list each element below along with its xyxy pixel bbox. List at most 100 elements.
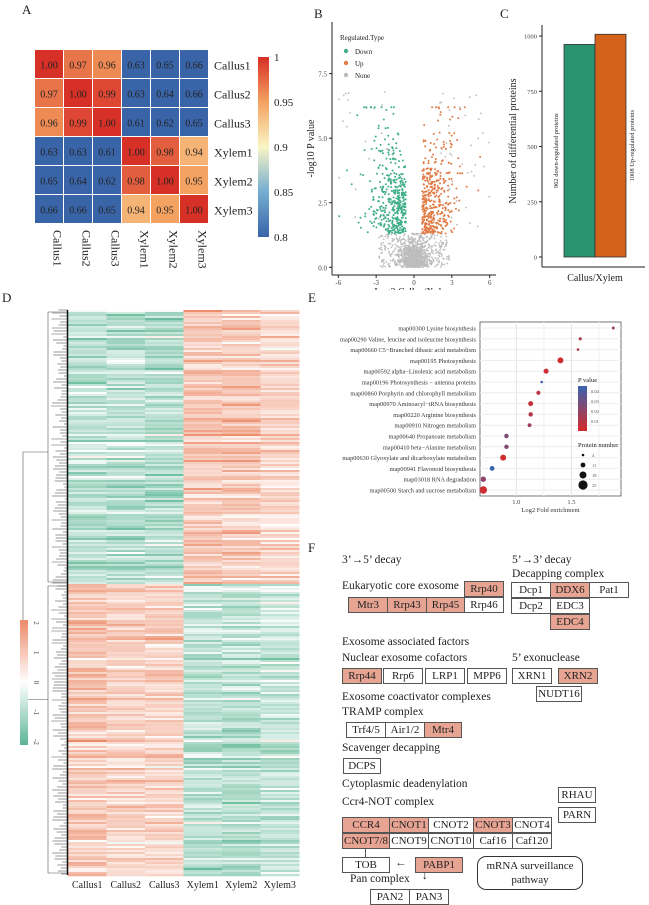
heatmap-cell: [222, 760, 261, 763]
point-none: [390, 246, 393, 249]
point-none: [416, 242, 419, 245]
heatmap-cell: [68, 424, 107, 427]
point-up: [435, 189, 438, 192]
heatmap-cell: [93, 108, 121, 136]
heatmap-cell: [260, 832, 300, 835]
heatmap-cell: [260, 602, 300, 605]
heatmap-cell: [145, 796, 184, 799]
point-up: [424, 179, 427, 182]
heatmap-cell: [260, 636, 300, 639]
point-none: [445, 243, 447, 246]
point-up: [444, 232, 447, 235]
heatmap-cell: [145, 800, 184, 803]
heatmap-cell: [145, 466, 184, 469]
point-none: [424, 259, 427, 262]
heatmap-cell: [68, 316, 107, 319]
point-down: [399, 203, 402, 206]
heatmap-cell: [260, 848, 300, 851]
point-down: [394, 162, 397, 165]
heatmap-cell: [68, 534, 107, 537]
point-none: [380, 132, 383, 135]
point-down: [401, 225, 404, 228]
heatmap-cell: [68, 638, 107, 641]
heatmap-cell: [260, 478, 300, 481]
point-none: [440, 243, 443, 246]
point-none: [387, 247, 390, 250]
heatmap-cell: [145, 502, 184, 505]
point-down: [388, 211, 391, 214]
heatmap-cell: [222, 564, 261, 567]
heatmap-cell: [260, 312, 300, 315]
heatmap-cell: [260, 746, 300, 749]
heatmap-cell: [145, 460, 184, 463]
point-none: [383, 262, 385, 264]
heatmap-cell: [145, 496, 184, 499]
point-down: [382, 185, 385, 188]
heatmap-cell: [68, 596, 107, 599]
dendrogram-branch: [47, 311, 68, 583]
heatmap-cell: [183, 726, 223, 729]
point-none: [416, 251, 419, 254]
heatmap-cell: [222, 812, 261, 815]
heatmap-cell: [183, 510, 223, 513]
point-down: [404, 209, 407, 212]
point-up: [445, 219, 448, 222]
heatmap-cell: [106, 676, 146, 679]
point-none: [425, 264, 428, 267]
point-down: [395, 147, 398, 150]
heatmap-cell: [145, 636, 184, 639]
heatmap-cell: [183, 750, 223, 753]
heatmap-cell: [222, 794, 261, 797]
heatmap-cell: [106, 492, 146, 495]
point-none: [411, 244, 414, 247]
heatmap-cell: [260, 432, 300, 435]
cell-value: 0.63: [127, 61, 145, 72]
point-down: [398, 205, 401, 208]
point-none: [416, 261, 419, 264]
heatmap-cell: [145, 688, 184, 691]
colorbar-tick: 1: [32, 651, 40, 655]
col-label: Xylem3: [196, 230, 210, 269]
heatmap-cell: [68, 740, 107, 743]
heatmap-cell: [68, 710, 107, 713]
protein-edc4: EDC4: [550, 614, 590, 630]
heatmap-cell: [145, 608, 184, 611]
heatmap-cell: [183, 410, 223, 413]
point-up: [422, 173, 425, 176]
heatmap-cell: [183, 740, 223, 743]
point-up: [433, 186, 436, 189]
protein-rrp43: Rrp43: [387, 597, 427, 613]
heatmap-cell: [68, 852, 107, 855]
point-none: [413, 246, 416, 249]
protein-dcps: DCPS: [343, 758, 381, 774]
heatmap-cell: [145, 442, 184, 445]
heatmap-cell: [145, 414, 184, 417]
point-none: [435, 259, 438, 262]
point-up: [431, 228, 434, 231]
heatmap-cell: [145, 482, 184, 485]
heatmap-cell: [183, 388, 223, 391]
point-none: [424, 250, 426, 253]
heatmap-cell: [68, 858, 107, 861]
point-up: [425, 209, 428, 212]
point-none: [420, 244, 423, 246]
point-up: [433, 180, 436, 183]
heatmap-cell: [183, 498, 223, 501]
point-none: [419, 240, 422, 243]
point-none: [403, 238, 406, 241]
heatmap-cell: [183, 346, 223, 349]
heatmap-cell: [106, 580, 146, 583]
y-tick-label: 5.0: [318, 135, 327, 143]
heatmap-cell: [68, 378, 107, 381]
heatmap-cell: [68, 472, 107, 475]
heatmap-cell: [106, 316, 146, 319]
heatmap-cell: [222, 872, 261, 875]
point-down: [389, 230, 392, 233]
heatmap-cell: [68, 720, 107, 723]
heatmap-cell: [106, 426, 146, 429]
cnot-tob-connector: [365, 849, 366, 857]
heatmap-cell: [260, 758, 300, 761]
cell-value: 0.99: [69, 119, 87, 130]
point-up: [449, 146, 452, 149]
heatmap-cell: [68, 726, 107, 729]
